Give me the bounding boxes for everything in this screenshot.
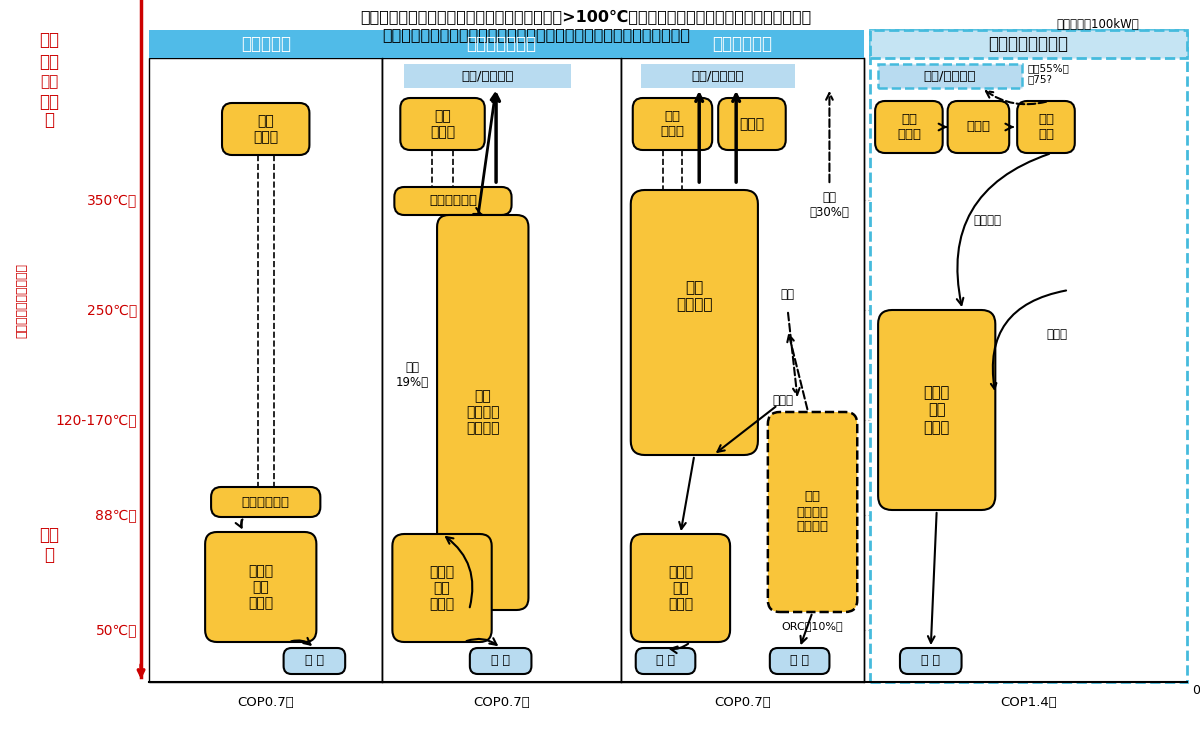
Text: 売電/自家電源: 売電/自家電源 <box>924 69 977 82</box>
Text: COP1.4級: COP1.4級 <box>1001 696 1057 709</box>
Text: エクセルギー（概念）: エクセルギー（概念） <box>16 263 29 337</box>
Text: 温水焚
吸収
冷凍機: 温水焚 吸収 冷凍機 <box>430 565 455 611</box>
Text: 売電/自家電源: 売電/自家電源 <box>691 69 744 82</box>
Text: 冷却水: 冷却水 <box>1046 328 1068 342</box>
Text: 50℃級: 50℃級 <box>96 623 137 637</box>
Text: 有機
ランキン
サイクル: 有機 ランキン サイクル <box>797 491 828 534</box>
Text: COP0.7級: COP0.7級 <box>238 696 294 709</box>
Text: ガス化内燃系: ガス化内燃系 <box>713 35 773 53</box>
Text: ガス化: ガス化 <box>966 120 990 134</box>
Text: 温 水: 温 水 <box>305 655 324 667</box>
Bar <box>620 30 864 58</box>
Text: 高温: 高温 <box>40 93 60 111</box>
Text: 0: 0 <box>1192 683 1200 696</box>
FancyBboxPatch shape <box>283 648 346 674</box>
FancyBboxPatch shape <box>470 648 532 674</box>
Text: ガス化: ガス化 <box>739 117 764 131</box>
FancyBboxPatch shape <box>222 103 310 155</box>
Text: 発電
～30%級: 発電 ～30%級 <box>810 191 850 219</box>
FancyBboxPatch shape <box>632 98 713 150</box>
Bar <box>641 64 794 88</box>
Text: 〜〜: 〜〜 <box>41 74 59 90</box>
Text: 売電/自家電源: 売電/自家電源 <box>462 69 514 82</box>
Text: 温水ボイラー: 温水ボイラー <box>241 496 289 509</box>
Text: 外燃タービン系: 外燃タービン系 <box>467 35 536 53</box>
FancyBboxPatch shape <box>948 101 1009 153</box>
Bar <box>870 30 1187 682</box>
Text: 木質
チップ: 木質 チップ <box>896 113 920 141</box>
Text: COP0.7級: COP0.7級 <box>473 696 530 709</box>
FancyBboxPatch shape <box>900 648 961 674</box>
Text: 元来高温の炎の温度から、いかに高温・中温（>100℃）を使いこなすかで、発電の取れる量や、: 元来高温の炎の温度から、いかに高温・中温（>100℃）を使いこなすかで、発電の取… <box>360 10 811 26</box>
FancyBboxPatch shape <box>392 534 492 642</box>
FancyBboxPatch shape <box>636 648 695 674</box>
FancyBboxPatch shape <box>1018 101 1075 153</box>
Text: 木質
チップ: 木質 チップ <box>253 114 278 144</box>
Text: 夏の冷房の効率が変わる。市場に出ている製品は玉石混交なので注意。: 夏の冷房の効率が変わる。市場に出ている製品は玉石混交なので注意。 <box>383 28 690 42</box>
Text: 温 水: 温 水 <box>656 655 676 667</box>
Text: 有機
ランキン
サイクル: 有機 ランキン サイクル <box>466 389 499 436</box>
FancyBboxPatch shape <box>211 487 320 517</box>
Text: ガス
エンジン: ガス エンジン <box>676 280 713 312</box>
Text: 木質
チップ: 木質 チップ <box>660 110 684 138</box>
Text: 吸熱反応: 吸熱反応 <box>973 213 1001 226</box>
FancyBboxPatch shape <box>631 190 758 455</box>
FancyBboxPatch shape <box>401 98 485 150</box>
Text: 250℃級: 250℃級 <box>86 303 137 317</box>
Text: 熱: 熱 <box>44 546 55 564</box>
FancyBboxPatch shape <box>875 101 943 153</box>
Text: 中規模・数100kW級: 中規模・数100kW級 <box>1056 18 1139 31</box>
Text: 熱媒ボイラー: 熱媒ボイラー <box>428 194 476 207</box>
Bar <box>870 30 1187 58</box>
Bar <box>404 64 571 88</box>
FancyBboxPatch shape <box>395 187 511 215</box>
Text: COP0.7級: COP0.7級 <box>714 696 770 709</box>
Bar <box>878 64 1022 88</box>
Bar <box>620 58 864 682</box>
Text: 排気: 排気 <box>781 288 794 301</box>
Bar <box>149 30 383 58</box>
FancyBboxPatch shape <box>718 98 786 150</box>
FancyBboxPatch shape <box>631 534 730 642</box>
Bar <box>383 58 620 682</box>
Text: 木質
チップ: 木質 チップ <box>430 109 455 139</box>
Text: 発電
19%級: 発電 19%級 <box>396 361 428 389</box>
Text: 温 水: 温 水 <box>922 655 941 667</box>
Text: 温水焚
吸収
冷凍機: 温水焚 吸収 冷凍機 <box>248 564 274 610</box>
Text: 120-170℃級: 120-170℃級 <box>55 413 137 427</box>
Bar <box>383 30 620 58</box>
Text: 冷却水: 冷却水 <box>773 393 793 407</box>
Text: 350℃級: 350℃級 <box>86 193 137 207</box>
Bar <box>149 58 383 682</box>
Text: 温 水: 温 水 <box>790 655 809 667</box>
FancyBboxPatch shape <box>878 310 995 510</box>
Text: 88℃級: 88℃級 <box>95 508 137 522</box>
Text: 燃料
電池: 燃料 電池 <box>1038 113 1054 141</box>
Text: 温水焚
吸収
冷凍機: 温水焚 吸収 冷凍機 <box>668 565 692 611</box>
Text: 熱: 熱 <box>44 111 55 129</box>
Text: 発電55%級
～75?: 発電55%級 ～75? <box>1027 63 1069 85</box>
FancyBboxPatch shape <box>768 412 857 612</box>
FancyBboxPatch shape <box>205 532 317 642</box>
Text: 電気: 電気 <box>40 31 60 49</box>
Text: 温 水: 温 水 <box>491 655 510 667</box>
Text: 化学: 化学 <box>40 53 60 71</box>
Text: ORC～10%級: ORC～10%級 <box>781 621 844 631</box>
FancyBboxPatch shape <box>437 215 528 610</box>
Text: 低温: 低温 <box>40 526 60 544</box>
Text: ガス化燃料電池系: ガス化燃料電池系 <box>989 35 1068 53</box>
FancyBboxPatch shape <box>770 648 829 674</box>
Text: 常圧温水系: 常圧温水系 <box>241 35 290 53</box>
Text: 蒸気焚
吸収
冷凍機: 蒸気焚 吸収 冷凍機 <box>924 385 950 435</box>
